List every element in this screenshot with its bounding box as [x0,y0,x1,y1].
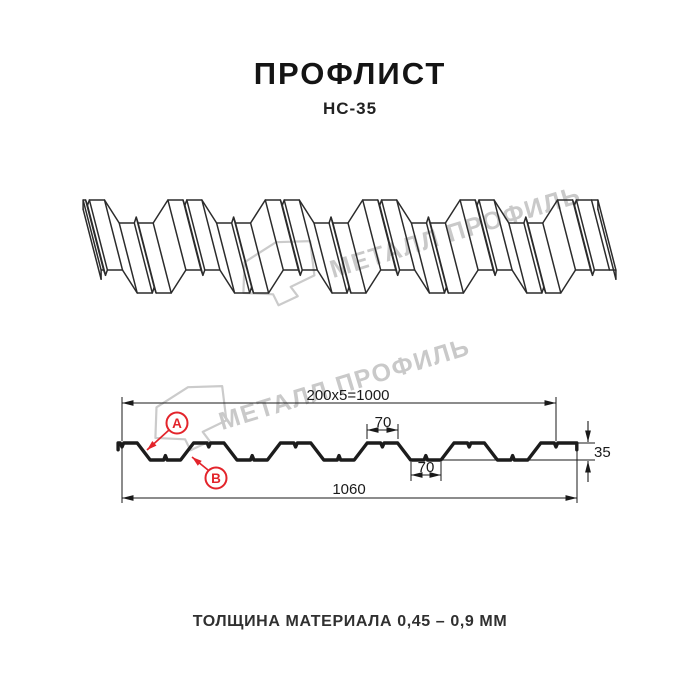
callout-a-leader-arrow [146,429,170,451]
watermark-brand-text: МЕТАЛЛ ПРОФИЛЬ [216,333,474,436]
callout-b-leader-arrow [191,456,209,471]
sheet-3d-far-edge-profile [82,199,599,224]
sheet-3d-perspective-view [82,199,617,294]
page-title: ПРОФЛИСТ [253,56,447,91]
callout-a-letter: A [172,416,182,431]
metal-profil-logo-icon [154,385,228,452]
brand-watermark-lower: МЕТАЛЛ ПРОФИЛЬ [154,333,474,452]
callout-b: B [191,456,228,490]
profile-model-name: НС-35 [322,99,378,118]
dim-label-crest-width: 70 [375,414,392,431]
material-thickness-note: ТОЛЩИНА МАТЕРИАЛА 0,45 – 0,9 ММ [192,613,508,630]
callout-a-circle [165,411,189,435]
callout-b-letter: B [211,471,221,486]
dim-label-total-width: 1060 [332,481,365,498]
sheet-3d-near-edge-profile [100,269,617,294]
dim-label-pitch: 200x5=1000 [307,387,390,404]
dim-label-trough-width: 70 [418,459,435,476]
dim-label-height: 35 [594,444,611,461]
callout-a: A [146,411,189,451]
callout-b-circle [204,466,228,490]
sheet-3d-rib-lines [82,199,617,294]
metal-profil-logo-icon [242,240,316,307]
cross-section-profile-line [116,441,579,462]
brand-watermark-upper: МЕТАЛЛ ПРОФИЛЬ [242,181,584,307]
cross-section-view: 200x5=1000 70 70 1060 35 A B [116,387,611,503]
